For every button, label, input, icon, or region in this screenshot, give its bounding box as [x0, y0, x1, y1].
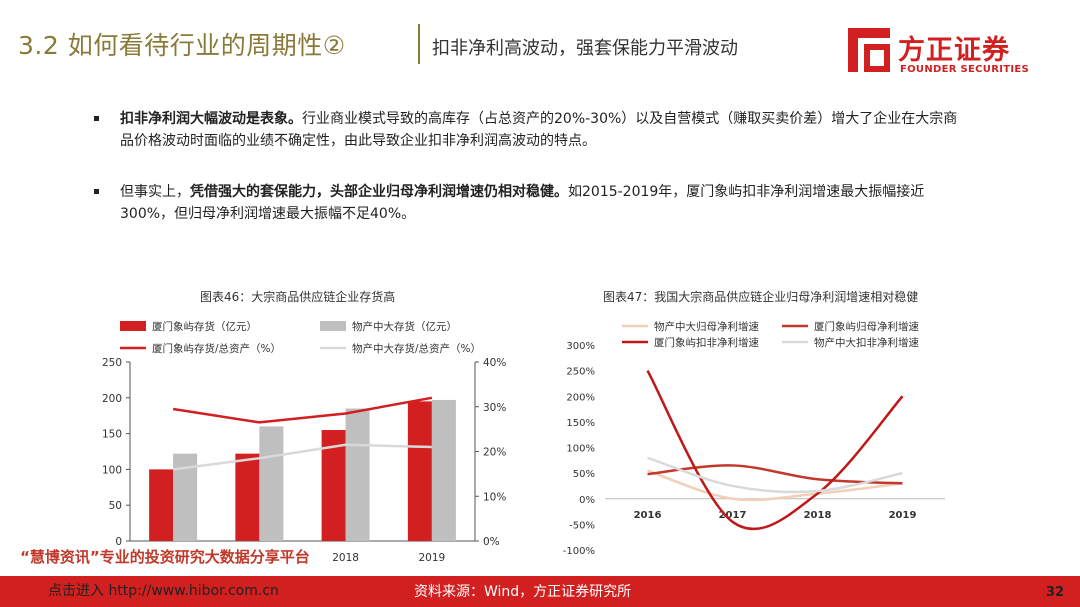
- y-tick-label-right: 10%: [483, 491, 506, 503]
- legend-label: 物产中大存货/总资产（%）: [352, 342, 481, 355]
- bar: [259, 426, 284, 541]
- bullet-dot: [94, 116, 99, 121]
- x-tick-label: 2018: [332, 552, 359, 564]
- y-tick-label-right: 20%: [483, 447, 506, 459]
- legend-swatch: [120, 321, 146, 331]
- legend-label: 厦门象屿扣非净利增速: [654, 336, 759, 349]
- x-tick-label: 2019: [419, 552, 446, 564]
- y-tick-label: 50%: [573, 469, 595, 480]
- page-title: 3.2 如何看待行业的周期性②: [18, 31, 346, 60]
- y-tick-label-right: 0%: [483, 536, 500, 548]
- page-number: 32: [1046, 585, 1065, 600]
- y-tick-label-left: 0: [115, 536, 122, 548]
- y-tick-label: -100%: [563, 546, 595, 557]
- company-logo: 方正证券 FOUNDER SECURITIES: [848, 28, 1048, 80]
- series-line: [647, 456, 903, 494]
- bullet-1-text: 行业商业模式导致的高库存（占总资产的20%-30%）以及自营模式（赚取买卖价差）…: [120, 111, 958, 149]
- legend-label: 物产中大归母净利增速: [654, 320, 759, 333]
- bar: [149, 469, 174, 541]
- footer-bar: [0, 576, 1080, 607]
- x-tick-label: 2019: [889, 510, 917, 521]
- y-tick-label-left: 250: [102, 357, 122, 369]
- series-line: [172, 396, 433, 424]
- watermark-text: “慧博资讯”专业的投资研究大数据分享平台: [20, 548, 310, 566]
- y-tick-label: 150%: [566, 418, 595, 429]
- legend-label: 物产中大扣非净利增速: [814, 336, 919, 349]
- bar: [407, 401, 432, 541]
- legend-label: 物产中大存货（亿元）: [352, 320, 457, 333]
- y-tick-label-right: 30%: [483, 402, 506, 414]
- source-note: 资料来源：Wind，方正证券研究所: [414, 584, 632, 600]
- y-tick-label: 100%: [566, 444, 595, 455]
- y-tick-label-left: 150: [102, 429, 122, 441]
- title-separator: [418, 24, 420, 64]
- bullet-dot: [94, 189, 99, 194]
- y-tick-label: 300%: [566, 341, 595, 352]
- chart46-title: 图表46：大宗商品供应链企业存货高: [200, 290, 396, 304]
- x-tick-label: 2018: [804, 510, 832, 521]
- y-tick-label-left: 50: [109, 500, 122, 512]
- bar: [345, 408, 370, 541]
- y-tick-label: -50%: [569, 520, 595, 531]
- x-tick-label: 2017: [719, 510, 747, 521]
- bullet-1: 扣非净利润大幅波动是表象。行业商业模式导致的高库存（占总资产的20%-30%）以…: [94, 108, 960, 152]
- y-tick-label: 0%: [579, 495, 595, 506]
- bullet-2-prefix: 但事实上，: [120, 184, 190, 200]
- watermark-link[interactable]: 点击进入 http://www.hibor.com.cn: [48, 583, 279, 599]
- founder-logo-icon: [848, 28, 890, 72]
- y-tick-label: 200%: [566, 392, 595, 403]
- bullet-2-bold: 凭借强大的套保能力，头部企业归母净利润增速仍相对稳健。: [190, 184, 568, 200]
- series-line: [172, 443, 432, 471]
- legend-label: 厦门象屿归母净利增速: [814, 320, 919, 333]
- legend-swatch: [320, 321, 346, 331]
- series-line: [647, 469, 903, 502]
- bar: [235, 453, 260, 541]
- series-line: [646, 370, 904, 531]
- x-tick-label: 2016: [634, 510, 662, 521]
- legend-label: 厦门象屿存货/总资产（%）: [152, 342, 281, 355]
- bullet-1-bold: 扣非净利润大幅波动是表象。: [120, 111, 302, 127]
- chart46-inventory: 厦门象屿存货（亿元） 物产中大存货（亿元） 厦门象屿存货/总资产（%） 物产中大存货/…: [102, 320, 506, 564]
- bullet-2: 但事实上，凭借强大的套保能力，头部企业归母净利润增速仍相对稳健。如2015-20…: [94, 181, 960, 225]
- y-tick-label-right: 40%: [483, 357, 506, 369]
- y-tick-label-left: 200: [102, 393, 122, 405]
- bullet-2-text: 如2015-2019年，厦门象屿扣非净利润增速最大振幅接近300%，但归母净利润…: [120, 184, 925, 222]
- bar: [431, 399, 456, 541]
- logo-english-text: FOUNDER SECURITIES: [900, 64, 1030, 75]
- y-tick-label: 250%: [566, 367, 595, 378]
- series-line: [647, 464, 903, 485]
- page-subtitle: 扣非净利高波动，强套保能力平滑波动: [432, 38, 738, 59]
- legend-label: 厦门象屿存货（亿元）: [152, 320, 257, 333]
- chart47-title: 图表47：我国大宗商品供应链企业归母净利润增速相对稳健: [603, 290, 919, 304]
- y-tick-label-left: 100: [102, 464, 122, 476]
- logo-chinese-text: 方正证券: [898, 35, 1010, 66]
